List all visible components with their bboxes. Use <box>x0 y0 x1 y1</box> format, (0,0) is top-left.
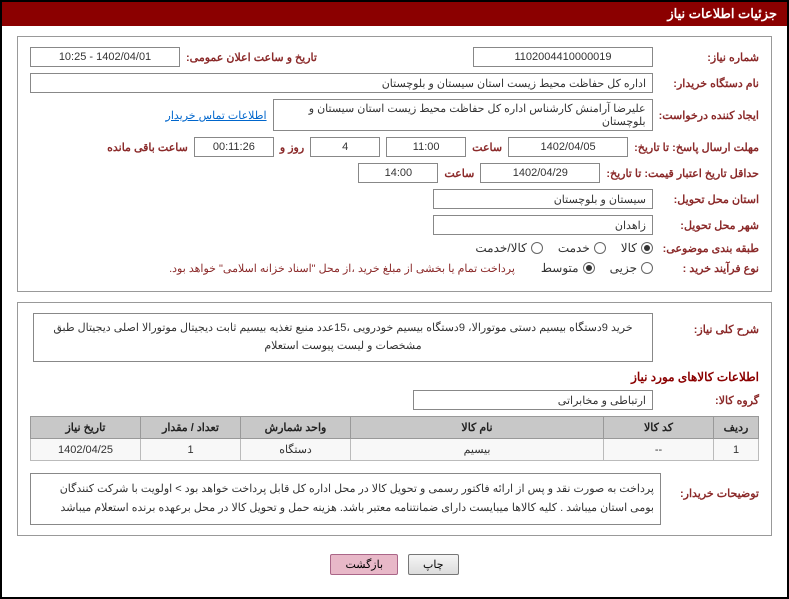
validity-time-value: 14:00 <box>358 163 438 183</box>
time-remaining-value: 00:11:26 <box>194 137 274 157</box>
radio-goods-service[interactable]: کالا/خدمت <box>475 241 542 255</box>
radio-dot-icon <box>644 245 650 251</box>
need-number-label: شماره نیاز: <box>659 51 759 64</box>
row-goods-group: گروه کالا: ارتباطی و مخابراتی <box>30 390 759 410</box>
radio-medium-circle <box>583 262 595 274</box>
requester-label: ایجاد کننده درخواست: <box>659 109 759 122</box>
buyer-notes-label: توضیحات خریدار: <box>669 469 759 500</box>
print-button[interactable]: چاپ <box>408 554 459 575</box>
row-deadline: مهلت ارسال پاسخ: تا تاریخ: 1402/04/05 سا… <box>30 137 759 157</box>
row-validity: حداقل تاریخ اعتبار قیمت: تا تاریخ: 1402/… <box>30 163 759 183</box>
radio-goods-circle <box>641 242 653 254</box>
td-row: 1 <box>714 439 759 461</box>
radio-goods-service-label: کالا/خدمت <box>475 241 526 255</box>
header-bar: جزئیات اطلاعات نیاز <box>2 2 787 26</box>
row-requester: ایجاد کننده درخواست: علیرضا آرامنش کارشن… <box>30 99 759 131</box>
th-row: ردیف <box>714 417 759 439</box>
th-qty: تعداد / مقدار <box>141 417 241 439</box>
buyer-org-label: نام دستگاه خریدار: <box>659 77 759 90</box>
th-date: تاریخ نیاز <box>31 417 141 439</box>
td-name: بیسیم <box>351 439 604 461</box>
announce-datetime-value: 1402/04/01 - 10:25 <box>30 47 180 67</box>
td-date: 1402/04/25 <box>31 439 141 461</box>
row-overview: شرح کلی نیاز: خرید 9دستگاه بیسیم دستی مو… <box>30 313 759 362</box>
radio-partial[interactable]: جزیی <box>610 261 653 275</box>
buyer-notes-text: پرداخت به صورت نقد و پس از ارائه فاکتور … <box>30 473 661 524</box>
goods-group-label: گروه کالا: <box>659 394 759 407</box>
goods-section: شرح کلی نیاز: خرید 9دستگاه بیسیم دستی مو… <box>17 302 772 536</box>
category-radio-group: کالا خدمت کالا/خدمت <box>475 241 653 255</box>
delivery-city-label: شهر محل تحویل: <box>659 219 759 232</box>
days-remaining-value: 4 <box>310 137 380 157</box>
delivery-province-label: استان محل تحویل: <box>659 193 759 206</box>
goods-table: ردیف کد کالا نام کالا واحد شمارش تعداد /… <box>30 416 759 461</box>
radio-medium[interactable]: متوسط <box>541 261 595 275</box>
overview-label: شرح کلی نیاز: <box>659 313 759 336</box>
return-button[interactable]: بازگشت <box>330 554 398 575</box>
overview-text: خرید 9دستگاه بیسیم دستی موتورالا، 9دستگا… <box>33 313 653 362</box>
validity-time-label: ساعت <box>444 167 474 180</box>
radio-goods-label: کالا <box>621 241 637 255</box>
main-info-section: شماره نیاز: 1102004410000019 تاریخ و ساع… <box>17 36 772 292</box>
deadline-time-label: ساعت <box>472 141 502 154</box>
buyer-org-value: اداره کل حفاظت محیط زیست استان سیستان و … <box>30 73 653 93</box>
payment-note: پرداخت تمام یا بخشی از مبلغ خرید ،از محل… <box>169 262 515 275</box>
radio-goods-service-circle <box>531 242 543 254</box>
validity-label: حداقل تاریخ اعتبار قیمت: تا تاریخ: <box>606 167 759 180</box>
row-delivery-city: شهر محل تحویل: زاهدان <box>30 215 759 235</box>
buttons-row: چاپ بازگشت <box>17 546 772 587</box>
row-delivery-province: استان محل تحویل: سیستان و بلوچستان <box>30 189 759 209</box>
th-name: نام کالا <box>351 417 604 439</box>
table-header-row: ردیف کد کالا نام کالا واحد شمارش تعداد /… <box>31 417 759 439</box>
table-row: 1 -- بیسیم دستگاه 1 1402/04/25 <box>31 439 759 461</box>
delivery-province-value: سیستان و بلوچستان <box>433 189 653 209</box>
row-buyer-org: نام دستگاه خریدار: اداره کل حفاظت محیط ز… <box>30 73 759 93</box>
goods-info-title: اطلاعات کالاهای مورد نیاز <box>30 370 759 384</box>
td-unit: دستگاه <box>241 439 351 461</box>
row-category: طبقه بندی موضوعی: کالا خدمت کالا/خدمت <box>30 241 759 255</box>
page-container: جزئیات اطلاعات نیاز شماره نیاز: 11020044… <box>0 0 789 599</box>
days-and-label: روز و <box>280 141 304 154</box>
th-unit: واحد شمارش <box>241 417 351 439</box>
radio-dot-icon-2 <box>586 265 592 271</box>
radio-goods[interactable]: کالا <box>621 241 653 255</box>
validity-date-value: 1402/04/29 <box>480 163 600 183</box>
th-code: کد کالا <box>604 417 714 439</box>
td-qty: 1 <box>141 439 241 461</box>
delivery-city-value: زاهدان <box>433 215 653 235</box>
process-radio-group: جزیی متوسط <box>541 261 653 275</box>
announce-datetime-label: تاریخ و ساعت اعلان عمومی: <box>186 51 317 64</box>
radio-service[interactable]: خدمت <box>558 241 606 255</box>
radio-service-circle <box>594 242 606 254</box>
deadline-date-value: 1402/04/05 <box>508 137 628 157</box>
process-label: نوع فرآیند خرید : <box>659 262 759 275</box>
content-area: شماره نیاز: 1102004410000019 تاریخ و ساع… <box>2 26 787 597</box>
radio-partial-circle <box>641 262 653 274</box>
requester-value: علیرضا آرامنش کارشناس اداره کل حفاظت محی… <box>273 99 653 131</box>
deadline-label: مهلت ارسال پاسخ: تا تاریخ: <box>634 141 759 154</box>
row-buyer-notes: توضیحات خریدار: پرداخت به صورت نقد و پس … <box>30 469 759 524</box>
category-label: طبقه بندی موضوعی: <box>659 242 759 255</box>
radio-medium-label: متوسط <box>541 261 579 275</box>
header-title: جزئیات اطلاعات نیاز <box>667 6 777 21</box>
deadline-time-value: 11:00 <box>386 137 466 157</box>
radio-partial-label: جزیی <box>610 261 637 275</box>
contact-buyer-link[interactable]: اطلاعات تماس خریدار <box>166 109 267 122</box>
row-need-number: شماره نیاز: 1102004410000019 تاریخ و ساع… <box>30 47 759 67</box>
radio-service-label: خدمت <box>558 241 590 255</box>
remaining-label: ساعت باقی مانده <box>107 141 188 154</box>
goods-group-value: ارتباطی و مخابراتی <box>413 390 653 410</box>
td-code: -- <box>604 439 714 461</box>
need-number-value: 1102004410000019 <box>473 47 653 67</box>
row-process: نوع فرآیند خرید : جزیی متوسط پرداخت تمام… <box>30 261 759 275</box>
